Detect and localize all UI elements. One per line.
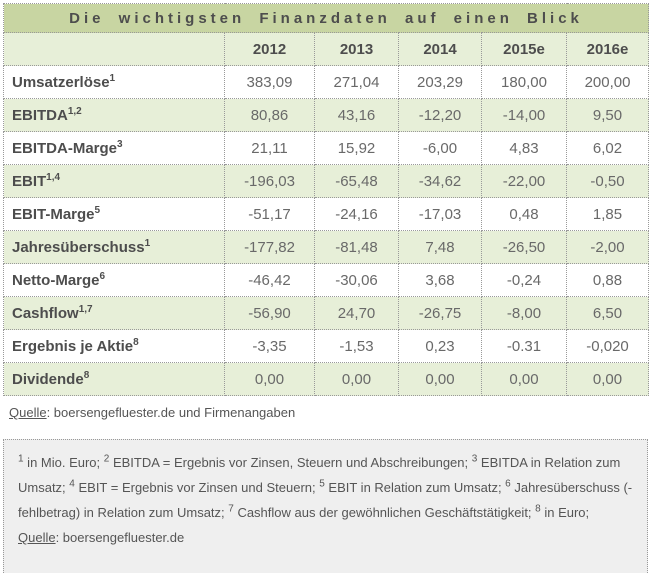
table-row-ebit-marge: EBIT-Marge5 -51,17 -24,16 -17,03 0,48 1,… xyxy=(3,197,650,231)
source-caption-text: : boersengefluester.de und Firmenangaben xyxy=(46,405,296,420)
cell-value: 203,29 xyxy=(398,65,482,99)
footnote-item: 1 in Mio. Euro; xyxy=(18,453,104,470)
row-label: EBIT-Marge5 xyxy=(3,197,225,231)
cell-value: 0,00 xyxy=(481,362,567,396)
cell-value: -22,00 xyxy=(481,164,567,198)
footnote-item: 6 Jahresüberschuss (-fehlbetrag) in Rela… xyxy=(18,478,633,520)
table-row-dividende: Dividende8 0,00 0,00 0,00 0,00 0,00 xyxy=(3,362,650,396)
row-label: EBITDA-Marge3 xyxy=(3,131,225,165)
cell-value: -24,16 xyxy=(314,197,399,231)
row-label: EBITDA1,2 xyxy=(3,98,225,132)
cell-value: 0,48 xyxy=(481,197,567,231)
row-label: Jahresüberschuss1 xyxy=(3,230,225,264)
cell-value: -26,50 xyxy=(481,230,567,264)
cell-value: 15,92 xyxy=(314,131,399,165)
cell-value: 6,50 xyxy=(565,296,650,330)
cell-value: -2,00 xyxy=(565,230,650,264)
footnote-item: 5 EBIT in Relation zum Umsatz; xyxy=(319,478,506,495)
cell-value: -65,48 xyxy=(314,164,399,198)
year-header-row: 2012 2013 2014 2015e 2016e xyxy=(3,32,650,66)
cell-value: -196,03 xyxy=(224,164,315,198)
table-row-umsatzerloese: Umsatzerlöse1 383,09 271,04 203,29 180,0… xyxy=(3,65,650,99)
cell-value: -1,53 xyxy=(314,329,399,363)
table-row-cashflow: Cashflow1,7 -56,90 24,70 -26,75 -8,00 6,… xyxy=(3,296,650,330)
cell-value: 80,86 xyxy=(224,98,315,132)
cell-value: 7,48 xyxy=(398,230,482,264)
footnote-item: 2 EBITDA = Ergebnis vor Zinsen, Steuern … xyxy=(103,453,472,470)
table-row-ebit: EBIT1,4 -196,03 -65,48 -34,62 -22,00 -0,… xyxy=(3,164,650,198)
table-title: Die wichtigsten Finanzdaten auf einen Bl… xyxy=(2,3,650,33)
cell-value: 1,85 xyxy=(565,197,650,231)
cell-value: 24,70 xyxy=(314,296,399,330)
cell-value: -8,00 xyxy=(481,296,567,330)
cell-value: -3,35 xyxy=(224,329,315,363)
cell-value: 3,68 xyxy=(398,263,482,297)
cell-value: 43,16 xyxy=(314,98,399,132)
cell-value: -0,50 xyxy=(565,164,650,198)
row-label: Umsatzerlöse1 xyxy=(3,65,225,99)
cell-value: 200,00 xyxy=(565,65,650,99)
year-column-2014: 2014 xyxy=(398,32,482,66)
table-row-ebitda-marge: EBITDA-Marge3 21,11 15,92 -6,00 4,83 6,0… xyxy=(3,131,650,165)
cell-value: -12,20 xyxy=(398,98,482,132)
cell-value: -177,82 xyxy=(224,230,315,264)
financial-data-table: Die wichtigsten Finanzdaten auf einen Bl… xyxy=(2,3,650,396)
cell-value: -34,62 xyxy=(398,164,482,198)
corner-cell xyxy=(3,32,225,66)
footnote-item: 7 Cashflow aus der gewöhnlichen Geschäft… xyxy=(228,503,536,520)
cell-value: 21,11 xyxy=(224,131,315,165)
footnote-source-link[interactable]: Quelle xyxy=(18,530,56,545)
footnotes-box: 1 in Mio. Euro; 2 EBITDA = Ergebnis vor … xyxy=(3,439,648,573)
cell-value: -0,24 xyxy=(481,263,567,297)
footnote-item: 8 in Euro; xyxy=(535,503,590,520)
year-column-2016e: 2016e xyxy=(565,32,650,66)
source-caption: Quelle: boersengefluester.de und Firmena… xyxy=(9,405,648,420)
table-row-netto-marge: Netto-Marge6 -46,42 -30,06 3,68 -0,24 0,… xyxy=(3,263,650,297)
cell-value: 9,50 xyxy=(565,98,650,132)
table-row-ergebnis-je-aktie: Ergebnis je Aktie8 -3,35 -1,53 0,23 -0.3… xyxy=(3,329,650,363)
cell-value: 0,00 xyxy=(398,362,482,396)
cell-value: 0,88 xyxy=(565,263,650,297)
cell-value: 4,83 xyxy=(481,131,567,165)
cell-value: -17,03 xyxy=(398,197,482,231)
table-row-ebitda: EBITDA1,2 80,86 43,16 -12,20 -14,00 9,50 xyxy=(3,98,650,132)
cell-value: -51,17 xyxy=(224,197,315,231)
footnote-item: 4 EBIT = Ergebnis vor Zinsen und Steuern… xyxy=(69,478,320,495)
row-label: Netto-Marge6 xyxy=(3,263,225,297)
row-label: Ergebnis je Aktie8 xyxy=(3,329,225,363)
cell-value: -0,020 xyxy=(565,329,650,363)
year-column-2013: 2013 xyxy=(314,32,399,66)
year-column-2015e: 2015e xyxy=(481,32,567,66)
row-label: Cashflow1,7 xyxy=(3,296,225,330)
cell-value: 0,23 xyxy=(398,329,482,363)
footnote-item: 3 EBITDA in Relation zum Umsatz; xyxy=(18,453,621,495)
cell-value: -6,00 xyxy=(398,131,482,165)
cell-value: 0,00 xyxy=(565,362,650,396)
cell-value: 0,00 xyxy=(314,362,399,396)
cell-value: 0,00 xyxy=(224,362,315,396)
table-row-jahresueberschuss: Jahresüberschuss1 -177,82 -81,48 7,48 -2… xyxy=(3,230,650,264)
row-label: EBIT1,4 xyxy=(3,164,225,198)
cell-value: 271,04 xyxy=(314,65,399,99)
year-column-2012: 2012 xyxy=(224,32,315,66)
cell-value: -30,06 xyxy=(314,263,399,297)
cell-value: -0.31 xyxy=(481,329,567,363)
cell-value: 6,02 xyxy=(565,131,650,165)
title-row: Die wichtigsten Finanzdaten auf einen Bl… xyxy=(2,3,650,33)
cell-value: -81,48 xyxy=(314,230,399,264)
source-link[interactable]: Quelle xyxy=(9,405,47,420)
cell-value: -26,75 xyxy=(398,296,482,330)
row-label: Dividende8 xyxy=(3,362,225,396)
cell-value: 383,09 xyxy=(224,65,315,99)
footnote-source-text: : boersengefluester.de xyxy=(55,530,185,545)
cell-value: -46,42 xyxy=(224,263,315,297)
cell-value: 180,00 xyxy=(481,65,567,99)
cell-value: -56,90 xyxy=(224,296,315,330)
footnotes-text: 1 in Mio. Euro; 2 EBITDA = Ergebnis vor … xyxy=(18,450,633,550)
cell-value: -14,00 xyxy=(481,98,567,132)
